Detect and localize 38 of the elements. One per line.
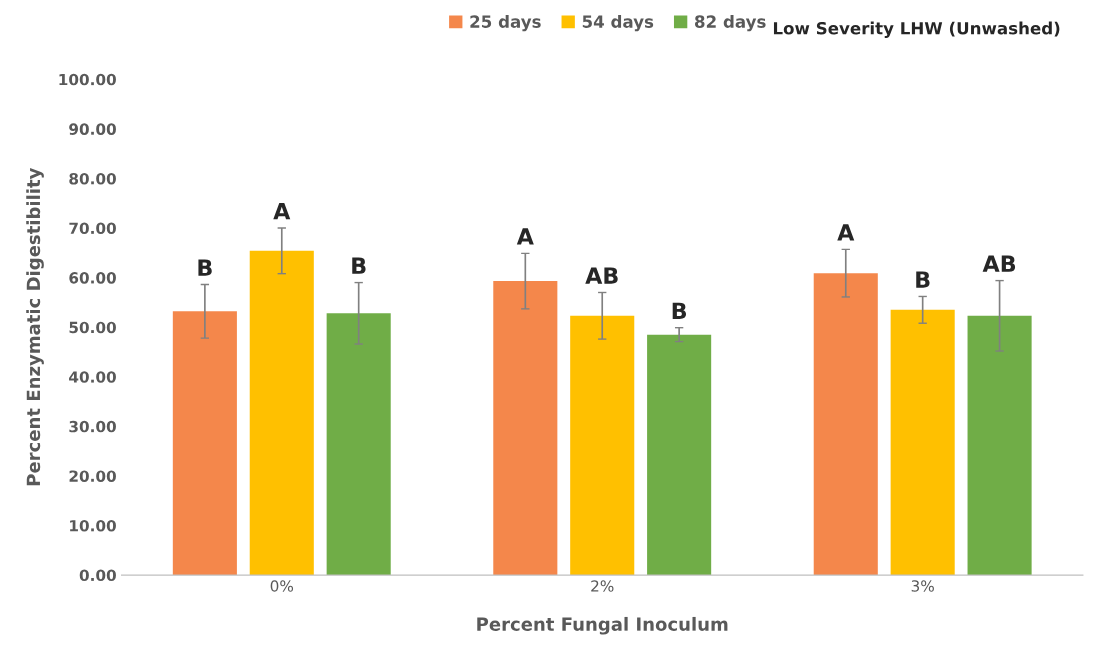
data-label: B: [672, 302, 687, 319]
y-axis-title: Percent Enzymatic Digestibility: [26, 167, 44, 486]
y-tick-label: 100.00: [59, 73, 116, 86]
y-tick-label: 80.00: [69, 172, 116, 185]
x-tick-label: 2%: [591, 580, 614, 592]
x-tick-label: 3%: [911, 580, 934, 592]
data-label: A: [516, 228, 534, 245]
data-label: B: [198, 259, 212, 276]
bar: [570, 315, 635, 576]
y-tick-label: 60.00: [69, 272, 116, 284]
data-label: A: [273, 203, 291, 220]
y-tick-label: 20.00: [69, 470, 116, 482]
data-label: B: [352, 257, 366, 274]
legend-label: 82 days: [694, 15, 766, 32]
y-tick-label: 30.00: [69, 420, 116, 433]
y-tick-label: 90.00: [69, 123, 116, 135]
y-tick-label: 10.00: [70, 519, 116, 532]
bar: [647, 334, 712, 576]
data-label: AB: [585, 267, 618, 284]
x-axis-title: Percent Fungal Inoculum: [477, 616, 728, 635]
legend-label: 25 days: [470, 15, 541, 32]
data-label: A: [837, 224, 855, 241]
chart-title: Low Severity LHW (Unwashed): [773, 21, 1060, 38]
bar: [249, 250, 314, 576]
x-tick-label: 0%: [270, 580, 294, 592]
y-tick-label: 50.00: [69, 321, 116, 334]
bar: [493, 281, 558, 576]
bar: [967, 315, 1032, 576]
y-tick-label: 70.00: [69, 222, 116, 235]
y-tick-label: 0.00: [79, 569, 116, 582]
bar: [890, 309, 955, 576]
y-tick-label: 40.00: [69, 371, 116, 383]
bar: [326, 313, 391, 576]
data-label: AB: [982, 255, 1016, 272]
bar: [813, 273, 878, 576]
data-label: B: [916, 271, 930, 288]
legend-label: 54 days: [582, 15, 654, 32]
bar: [172, 311, 237, 576]
